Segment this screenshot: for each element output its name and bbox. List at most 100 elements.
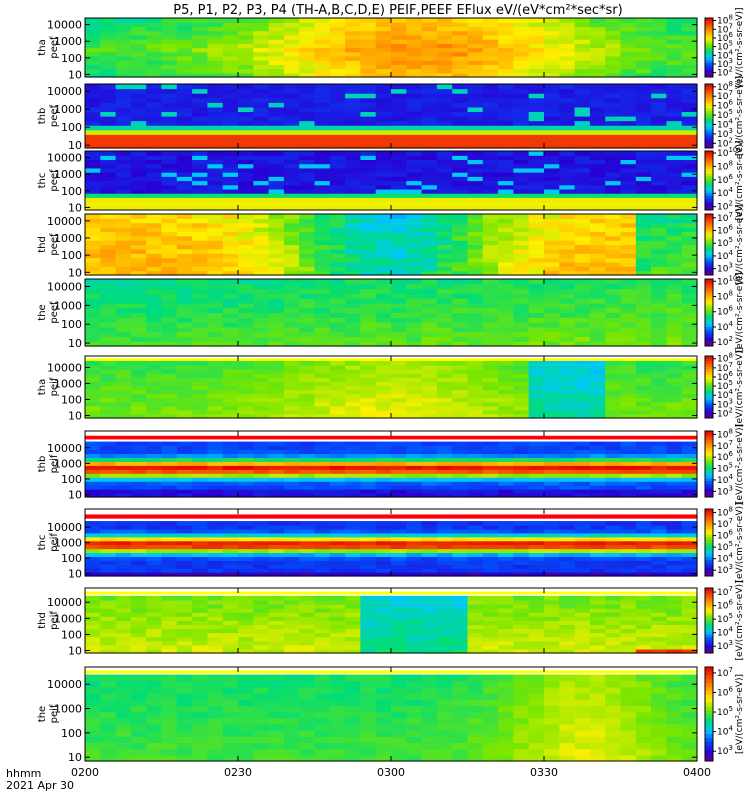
heatmap-cell — [330, 202, 346, 207]
heatmap-cell — [85, 485, 101, 490]
heatmap-cell — [345, 240, 361, 245]
heatmap-cell — [315, 381, 331, 386]
heatmap-cell — [666, 227, 682, 232]
heatmap-cell — [131, 365, 147, 370]
heatmap-cell — [559, 537, 575, 542]
heatmap-cell — [590, 549, 606, 554]
heatmap-cell — [468, 236, 484, 241]
heatmap-cell — [238, 369, 254, 374]
heatmap-cell — [131, 193, 147, 198]
heatmap-cell — [651, 457, 667, 462]
heatmap-cell — [422, 168, 438, 173]
heatmap-cell — [483, 533, 499, 538]
heatmap-cell — [666, 69, 682, 74]
heatmap-cell — [360, 155, 376, 160]
heatmap-cell — [529, 410, 545, 415]
heatmap-cell — [452, 489, 468, 494]
heatmap-cell — [162, 568, 178, 573]
heatmap-cell — [498, 457, 514, 462]
heatmap-cell — [682, 564, 698, 569]
heatmap-cell — [468, 231, 484, 236]
heatmap-cell — [406, 22, 422, 27]
heatmap-cell — [406, 284, 422, 289]
heatmap-cell — [116, 279, 132, 284]
heatmap-cell — [146, 193, 162, 198]
heatmap-cell — [590, 98, 606, 103]
heatmap-cell — [651, 549, 667, 554]
heatmap-cell — [100, 369, 116, 374]
heatmap-cell — [360, 52, 376, 57]
heatmap-cell — [345, 398, 361, 403]
heatmap-cell — [376, 361, 392, 366]
heatmap-cell — [529, 185, 545, 190]
heatmap-cell — [636, 121, 652, 126]
heatmap-cell — [131, 249, 147, 254]
heatmap-cell — [162, 56, 178, 61]
heatmap-cell — [299, 406, 315, 411]
heatmap-cell — [269, 446, 285, 451]
heatmap-cell — [513, 227, 529, 232]
heatmap-cell — [299, 262, 315, 267]
heatmap-cell — [666, 159, 682, 164]
heatmap-cell — [177, 308, 193, 313]
heatmap-cell — [452, 130, 468, 135]
heatmap-cell — [131, 139, 147, 144]
heatmap-cell — [406, 262, 422, 267]
heatmap-cell — [131, 381, 147, 386]
colorbar-unit-label: [eV/(cm²-s-sr-eV)] — [735, 7, 745, 87]
heatmap-cell — [666, 185, 682, 190]
heatmap-cell — [590, 111, 606, 116]
heatmap-cell — [177, 69, 193, 74]
heatmap-cell — [529, 176, 545, 181]
heatmap-cell — [682, 60, 698, 65]
heatmap-cell — [682, 56, 698, 61]
heatmap-cell — [253, 39, 269, 44]
heatmap-cell — [468, 253, 484, 258]
heatmap-cell — [636, 197, 652, 202]
heatmap-cell — [437, 449, 453, 454]
heatmap-cell — [269, 35, 285, 40]
heatmap-cell — [100, 121, 116, 126]
heatmap-cell — [299, 477, 315, 482]
heatmap-cell — [345, 489, 361, 494]
heatmap-cell — [498, 446, 514, 451]
heatmap-cell — [376, 236, 392, 241]
heatmap-cell — [376, 164, 392, 169]
heatmap-cell — [544, 245, 560, 250]
heatmap-cell — [437, 537, 453, 542]
heatmap-cell — [391, 172, 407, 177]
heatmap-cell — [468, 52, 484, 57]
heatmap-cell — [116, 442, 132, 447]
heatmap-cell — [682, 465, 698, 470]
heatmap-cell — [146, 381, 162, 386]
heatmap-cell — [192, 525, 208, 530]
heatmap-cell — [85, 266, 101, 271]
heatmap-cell — [452, 402, 468, 407]
heatmap-cell — [513, 139, 529, 144]
heatmap-cell — [146, 481, 162, 486]
heatmap-cell — [559, 385, 575, 390]
heatmap-cell — [559, 442, 575, 447]
heatmap-cell — [146, 298, 162, 303]
heatmap-cell — [391, 361, 407, 366]
heatmap-cell — [345, 223, 361, 228]
heatmap-cell — [345, 52, 361, 57]
heatmap-cell — [544, 465, 560, 470]
heatmap-cell — [605, 89, 621, 94]
heatmap-cell — [223, 402, 239, 407]
heatmap-cell — [223, 521, 239, 526]
heatmap-cell — [605, 293, 621, 298]
heatmap-cell — [330, 258, 346, 263]
heatmap-cell — [422, 389, 438, 394]
heatmap-cell — [391, 369, 407, 374]
heatmap-cell — [253, 365, 269, 370]
heatmap-cell — [666, 31, 682, 36]
heatmap-cell — [498, 134, 514, 139]
heatmap-cell — [345, 529, 361, 534]
heatmap-cell — [605, 245, 621, 250]
heatmap-cell — [437, 22, 453, 27]
heatmap-cell — [131, 231, 147, 236]
heatmap-cell — [116, 130, 132, 135]
heatmap-cell — [192, 60, 208, 65]
heatmap-cell — [575, 529, 591, 534]
